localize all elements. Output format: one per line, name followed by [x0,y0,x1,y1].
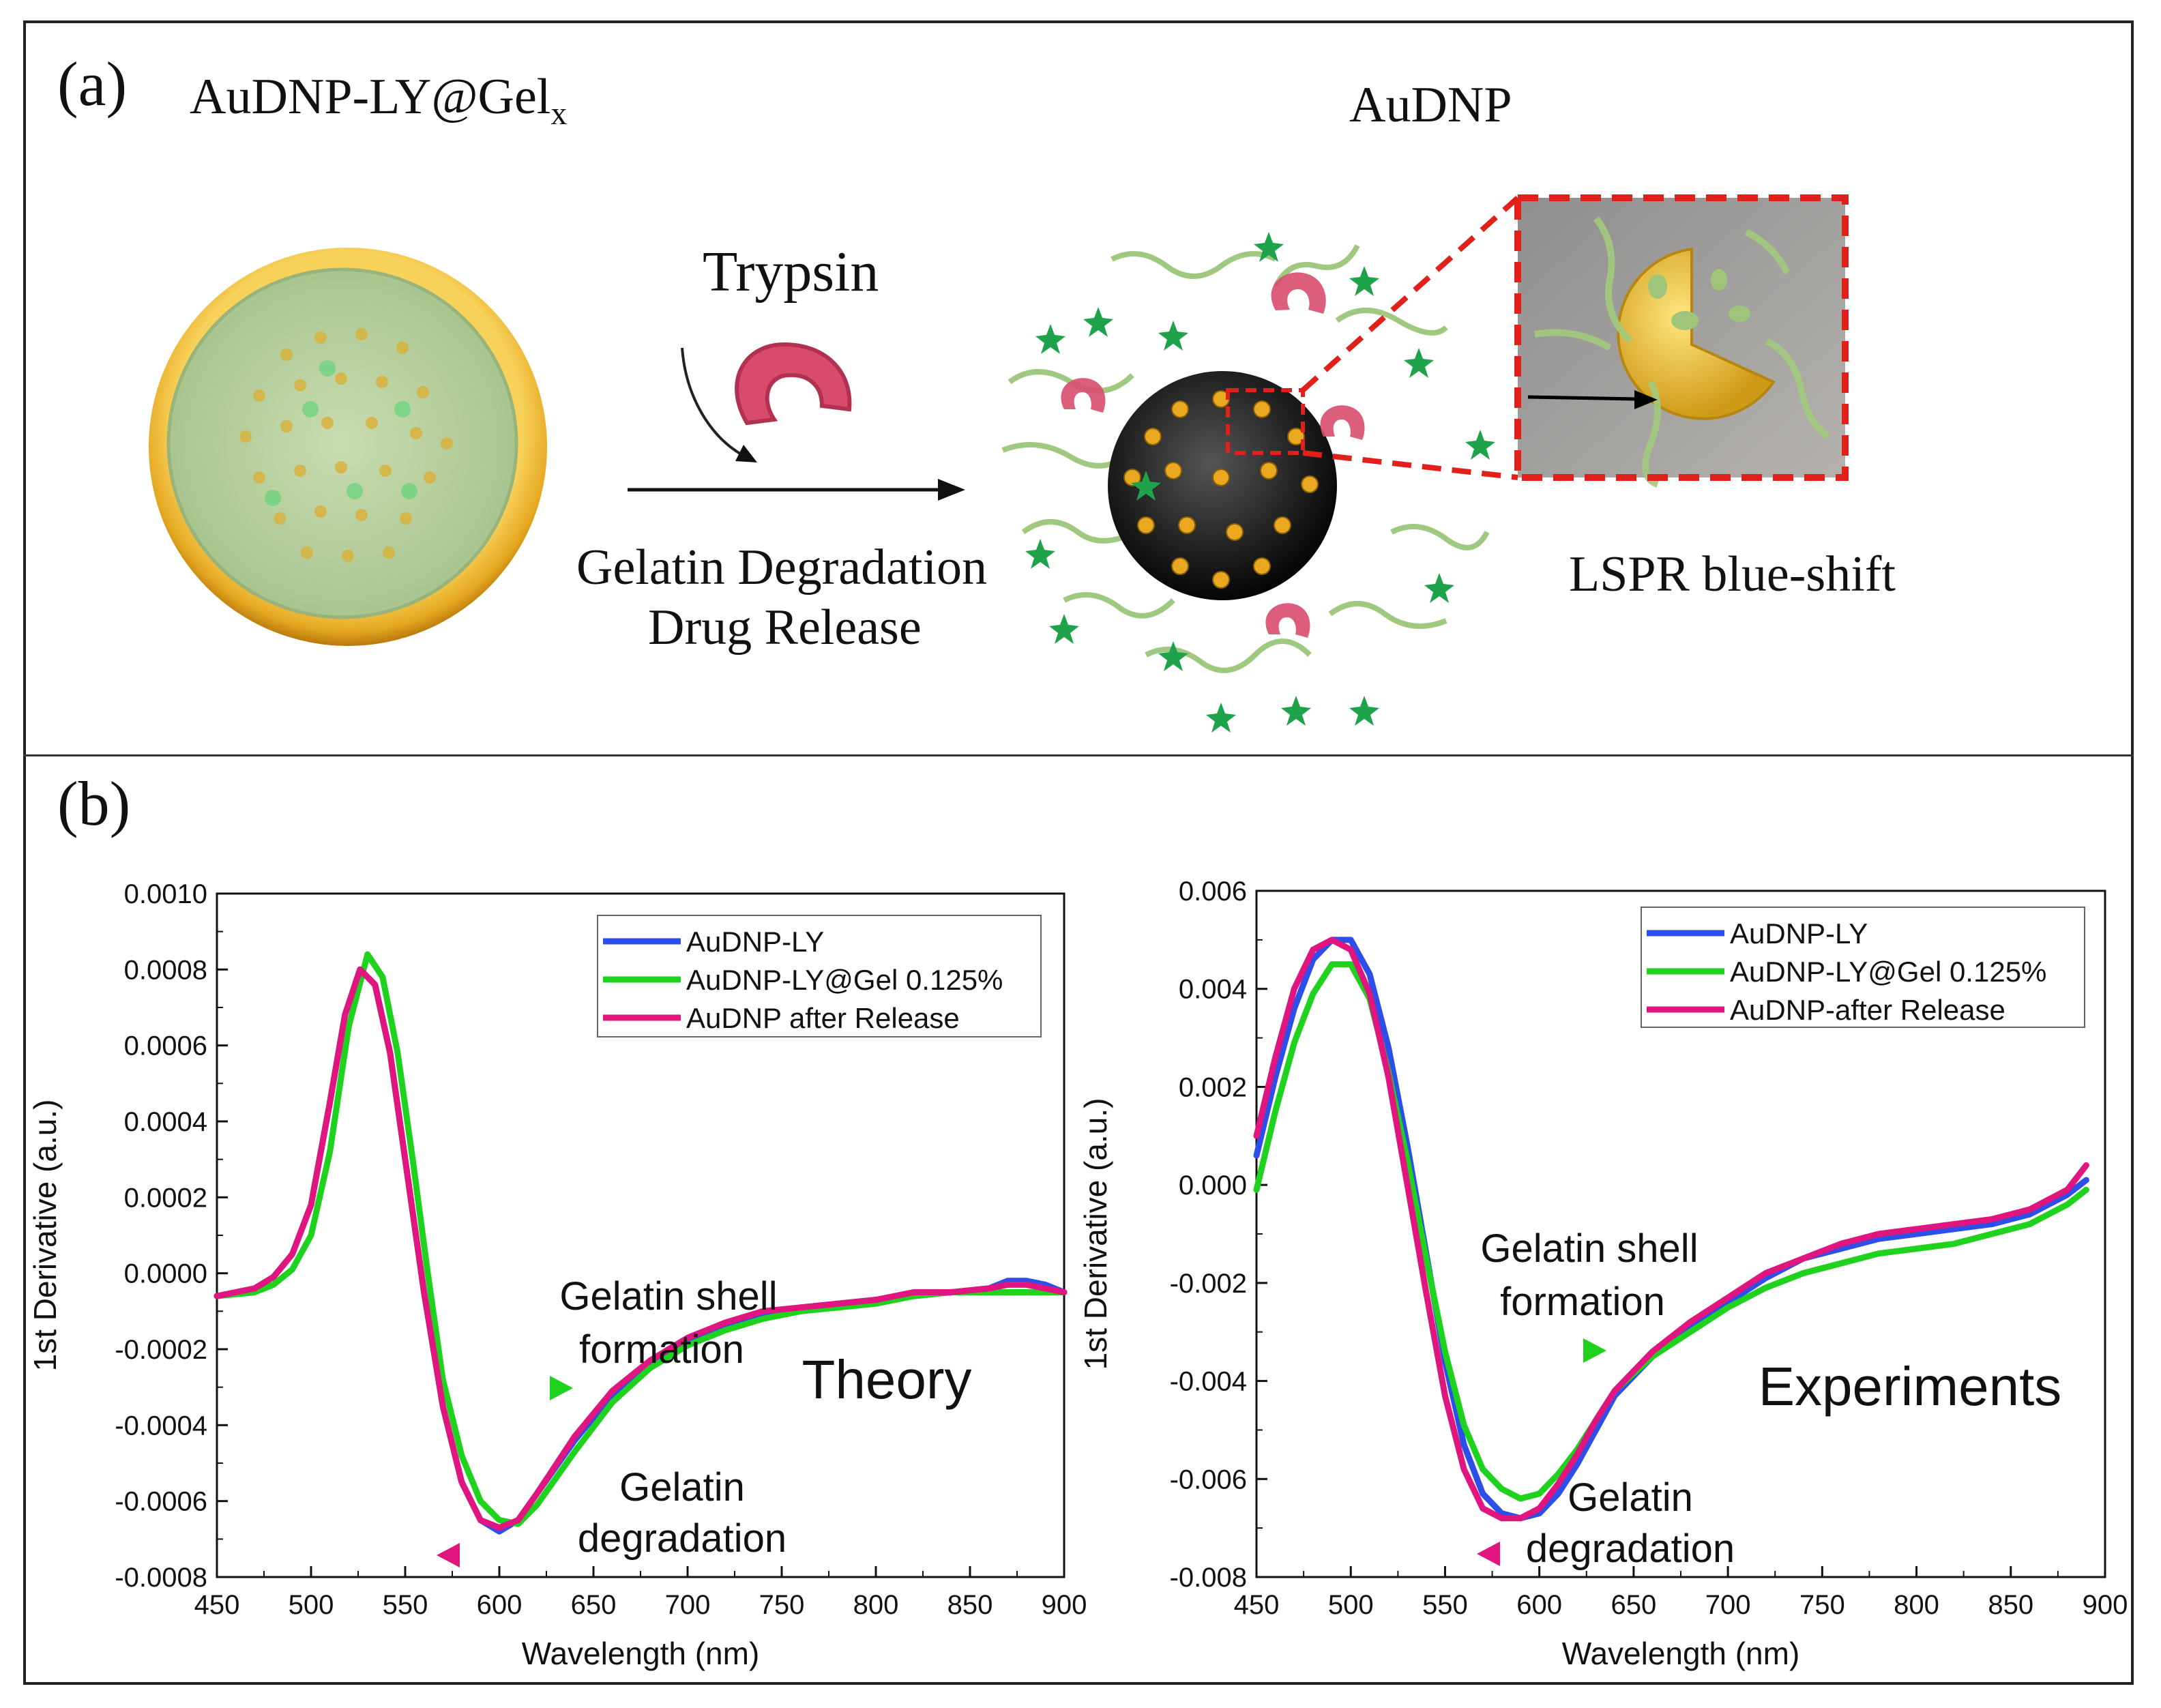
y-tick-label: -0.004 [1170,1367,1247,1397]
panel-a-right-title: AuDNP [1349,77,1512,133]
x-tick-label: 800 [853,1590,899,1620]
panel-a-label: (a) [57,49,128,119]
process-arrow-icon [628,479,965,501]
panel-a-left-title: AuDNP-LY@Gelx [190,68,567,132]
left-title-subscript: x [550,95,568,132]
series-line [214,951,1068,1527]
y-tick-label: 0.0004 [124,1107,207,1137]
curved-arrow-icon [681,347,757,462]
shell-annotation-line2: formation [1500,1280,1665,1324]
legend-label: AuDNP-LY@Gel 0.125% [1730,956,2046,988]
theory-chart: 450 500 550 600 650 700 750 800 850 900 -0.0008 -0.… [27,879,1087,1671]
gel-coated-nanoparticle [149,248,547,646]
right-arrow-icon [550,1376,573,1400]
degradation-annotation-line2: degradation [1526,1527,1735,1571]
left-arrow-icon [1477,1542,1500,1566]
legend-label: AuDNP-LY@Gel 0.125% [686,964,1003,996]
x-tick-label: 800 [1894,1590,1939,1620]
y-tick-label: -0.0008 [115,1563,207,1593]
x-axis-label: Wavelength (nm) [1562,1636,1800,1671]
x-tick-label: 450 [1234,1590,1280,1620]
y-tick-label: -0.008 [1170,1563,1247,1593]
x-tick-label: 600 [1516,1590,1562,1620]
x-tick-label: 850 [947,1590,993,1620]
y-tick-label: 0.0002 [124,1183,207,1213]
series-line [214,966,1068,1531]
y-axis-label: 1st Derivative (a.u.) [1078,1098,1113,1370]
x-tick-label: 650 [1611,1590,1657,1620]
y-tick-label: 0.006 [1179,877,1247,907]
degraded-nanoparticle [1001,196,1520,733]
x-tick-label: 450 [194,1590,240,1620]
shell-annotation-line1: Gelatin shell [559,1274,777,1319]
series-line [1253,937,2089,1522]
legend-label: AuDNP-LY [1730,917,1868,949]
y-tick-label: -0.002 [1170,1269,1247,1299]
right-arrow-icon [1583,1338,1606,1363]
enzyme-label: Trypsin [703,240,879,304]
y-axis-label: 1st Derivative (a.u.) [27,1100,63,1372]
x-tick-label: 850 [1988,1590,2033,1620]
experiments-chart: 450 500 550 600 650 700 750 800 850 900 -0.008 -0.0… [1078,877,2128,1671]
y-tick-label: -0.0004 [115,1411,207,1441]
shell-annotation-line2: formation [579,1327,744,1372]
zoom-inset [1514,194,1849,488]
y-tick-label: 0.000 [1179,1170,1247,1201]
series-line [1253,937,2089,1522]
x-tick-label: 500 [1328,1590,1374,1620]
y-tick-label: -0.006 [1170,1464,1247,1494]
degradation-annotation-line1: Gelatin [619,1465,745,1510]
panel-divider [23,754,2134,756]
x-tick-label: 500 [289,1590,334,1620]
degradation-annotation-line2: degradation [578,1516,787,1561]
y-tick-label: 0.0006 [124,1031,207,1061]
y-tick-label: 0.004 [1179,975,1247,1005]
process-label-line2: Drug Release [648,600,922,656]
x-tick-label: 750 [759,1590,805,1620]
legend-label: AuDNP after Release [686,1002,960,1034]
left-title-text: AuDNP-LY@Gel [190,69,551,125]
x-tick-label: 700 [665,1590,711,1620]
process-label-line1: Gelatin Degradation [576,540,988,595]
panel-b-label: (b) [57,769,131,838]
legend-label: AuDNP-LY [686,926,824,958]
x-tick-label: 550 [1422,1590,1468,1620]
x-tick-label: 900 [1042,1590,1087,1620]
y-tick-label: 0.0000 [124,1259,207,1289]
chart-title: Theory [802,1349,972,1410]
figure-frame [23,20,2134,1685]
y-tick-label: 0.002 [1179,1072,1247,1102]
y-tick-label: 0.0008 [124,955,207,985]
y-tick-label: -0.0006 [115,1487,207,1517]
legend-label: AuDNP-after Release [1730,994,2005,1026]
series-line [1253,961,2089,1502]
x-tick-label: 750 [1799,1590,1845,1620]
y-tick-label: -0.0002 [115,1335,207,1365]
trypsin-enzyme-icon [735,342,852,426]
shell-annotation-line1: Gelatin shell [1480,1226,1698,1271]
x-tick-label: 900 [2083,1590,2128,1620]
y-tick-label: 0.0010 [124,879,207,909]
lspr-label: LSPR blue-shift [1569,546,1896,602]
x-tick-label: 550 [383,1590,428,1620]
x-axis-label: Wavelength (nm) [522,1636,760,1671]
x-tick-label: 700 [1705,1590,1751,1620]
chart-title: Experiments [1759,1356,2062,1417]
x-tick-label: 600 [477,1590,523,1620]
x-tick-label: 650 [571,1590,617,1620]
panel-a-illustration [149,194,1849,733]
degradation-annotation-line1: Gelatin [1568,1475,1693,1520]
left-arrow-icon [437,1543,460,1567]
